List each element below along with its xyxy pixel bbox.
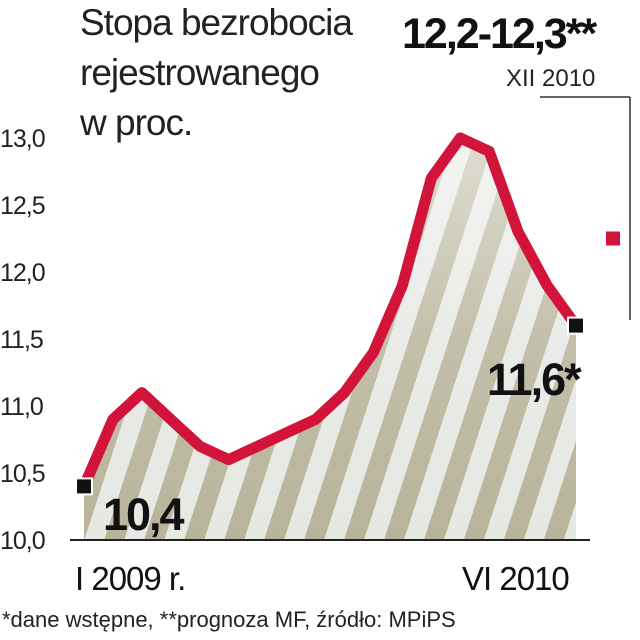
data-point-marker <box>567 316 585 335</box>
start-value-label: 10,4 <box>103 489 185 540</box>
y-tick-label: 10,5 <box>0 460 45 488</box>
y-tick-label: 11,5 <box>0 326 43 354</box>
forecast-marker <box>606 231 620 246</box>
y-tick-label: 12,5 <box>0 192 45 220</box>
y-tick-label: 11,0 <box>0 393 43 421</box>
x-axis-end-label: VI 2010 <box>462 560 569 597</box>
plot-area <box>84 138 576 540</box>
data-point-marker <box>75 477 93 496</box>
y-tick-label: 13,0 <box>0 125 45 153</box>
end-value-label: 11,6* <box>487 354 582 405</box>
chart-title-line-3: w proc. <box>79 102 192 143</box>
y-tick-label: 12,0 <box>0 259 45 287</box>
chart-title-line-2: rejestrowanego <box>80 52 319 93</box>
forecast-value-label: 12,2-12,3** <box>402 10 597 58</box>
y-tick-label: 10,0 <box>0 527 45 555</box>
footnote: *dane wstępne, **prognoza MF, źródło: MP… <box>2 607 456 632</box>
y-axis-ticks: 10,0 10,5 11,0 11,5 12,0 12,5 13,0 <box>0 125 46 555</box>
forecast-date-label: XII 2010 <box>506 65 595 92</box>
area-fade <box>84 138 576 540</box>
data-markers <box>75 316 585 496</box>
chart-title-line-1: Stopa bezrobocia <box>80 2 353 43</box>
series-line-unemployment <box>78 132 582 492</box>
x-axis-start-label: I 2009 r. <box>75 560 185 597</box>
